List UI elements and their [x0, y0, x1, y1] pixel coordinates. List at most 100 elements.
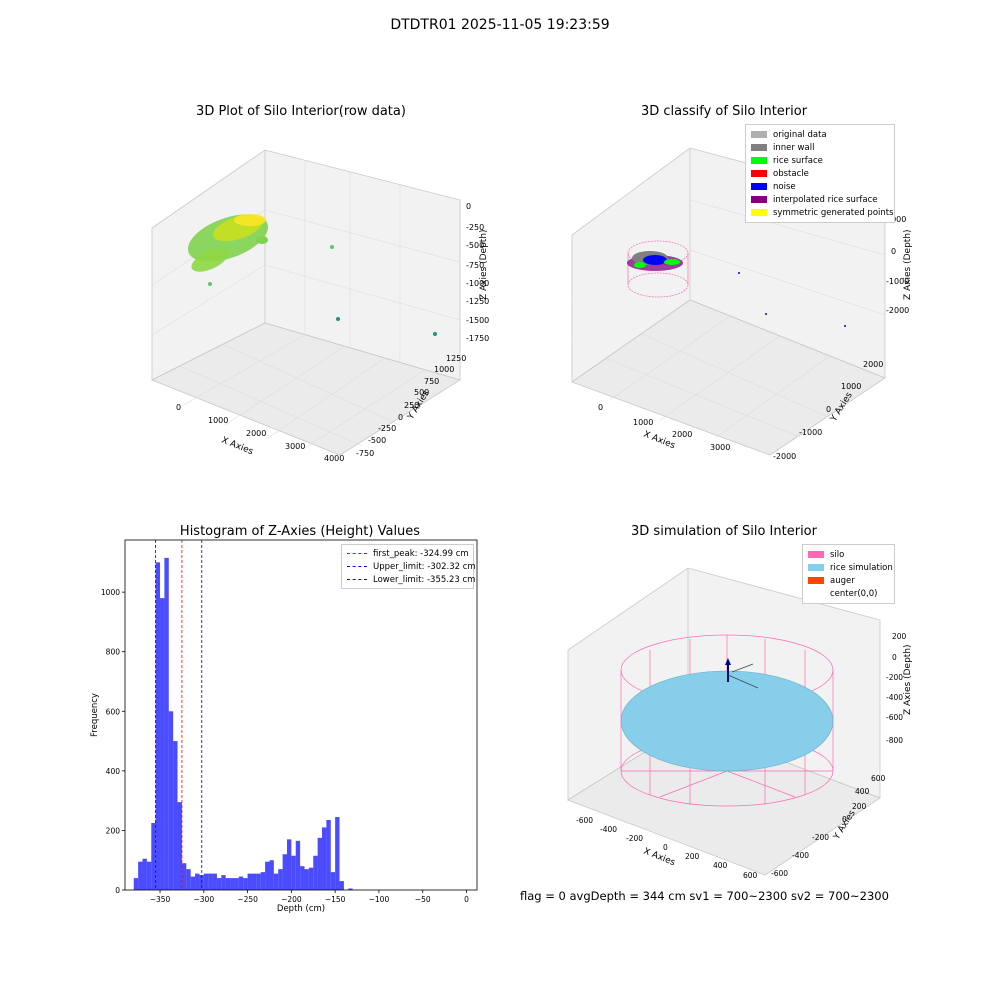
panel1-x-ticks: 0 1000 2000 3000 4000	[176, 403, 344, 463]
panel4-z-tick: -800	[886, 736, 903, 745]
panel1-z-ticks: 0 -250 -500 -750 -1000 -1250 -1500 -1750	[466, 202, 489, 343]
histogram-bar	[151, 822, 156, 890]
histogram-bar	[138, 861, 143, 890]
histogram-y-tick-label: 600	[106, 707, 121, 716]
histogram-bar	[278, 869, 283, 890]
legend-swatch	[751, 183, 767, 190]
histogram-bar	[308, 867, 314, 890]
panel2-legend: original data inner wall rice surface ob…	[745, 124, 895, 223]
legend-swatch	[751, 144, 767, 151]
histogram-bar	[322, 827, 327, 890]
legend-label: symmetric generated points	[773, 207, 894, 218]
panel1-x-tick: 4000	[324, 454, 344, 463]
legend-item: first_peak: -324.99 cm	[347, 547, 469, 560]
histogram-y-ticks: 0 200 400 600 800 1000	[101, 588, 125, 895]
histogram-y-tick-label: 1000	[101, 588, 120, 597]
histogram-bar	[173, 741, 178, 890]
panel1-y-tick: -250	[378, 424, 396, 433]
legend-item: symmetric generated points	[751, 206, 894, 219]
panel1-y-tick: 250	[404, 401, 419, 410]
panel2-y-ticks: -2000 -1000 0 1000 2000	[773, 360, 883, 461]
panel4-z-tick: -400	[886, 693, 903, 702]
rice-surface	[620, 670, 834, 772]
panel4-y-ticks: -600 -400 -200 0 200 400 600	[771, 774, 886, 878]
panel4-y-tick: 0	[842, 815, 847, 824]
panel2-x-tick: 0	[598, 403, 603, 412]
histogram-bar	[190, 876, 196, 890]
figure-title: DTDTR01 2025-11-05 19:23:59	[390, 17, 610, 33]
panel4-plot: -600 -400 -200 0 200 400 600 X Axies -60…	[567, 567, 913, 880]
legend-label: rice simulation	[830, 562, 893, 573]
legend-item: center(0,0)	[808, 587, 889, 600]
histogram-bar	[282, 854, 287, 890]
legend-swatch	[751, 170, 767, 177]
legend-item: auger	[808, 574, 889, 587]
legend-label: silo	[830, 549, 845, 560]
legend-swatch	[808, 590, 824, 597]
histogram-x-tick-label: −200	[281, 895, 302, 904]
histogram-bar	[195, 873, 200, 890]
histogram-bar	[300, 866, 305, 890]
panel2-x-tick: 1000	[633, 418, 653, 427]
histogram-vlines	[155, 540, 203, 890]
panel4-y-tick: 400	[855, 787, 870, 796]
legend-item: noise	[751, 180, 889, 193]
histogram-bar	[265, 861, 270, 890]
panel2-x-ticks: 0 1000 2000 3000	[598, 403, 730, 452]
histogram-bar	[238, 876, 244, 890]
legend-label: rice surface	[773, 155, 823, 166]
histogram-bar	[225, 878, 231, 890]
histogram-bar	[304, 869, 309, 890]
panel4-z-tick: 0	[892, 653, 897, 662]
histogram-y-label: Frequency	[90, 693, 100, 737]
legend-item: Lower_limit: -355.23 cm	[347, 573, 475, 586]
histogram-bar	[335, 817, 340, 890]
histogram-bar	[142, 858, 147, 890]
histogram-x-tick-label: −150	[325, 895, 346, 904]
histogram-bar	[295, 840, 301, 890]
panel1-y-tick: 1250	[446, 354, 466, 363]
legend-label: Lower_limit: -355.23 cm	[373, 574, 476, 585]
histogram-bar	[291, 855, 296, 890]
panel1-y-tick: 0	[398, 413, 403, 422]
panel2-x-tick: 2000	[672, 430, 692, 439]
histogram-x-tick-label: −250	[237, 895, 258, 904]
panel1-z-tick: -500	[466, 241, 484, 250]
panel2-y-tick: 1000	[841, 382, 861, 391]
histogram-x-tick-label: −300	[194, 895, 215, 904]
legend-line	[347, 553, 367, 554]
histogram-bar	[216, 878, 222, 890]
histogram-bars	[133, 557, 353, 890]
histogram-bar	[256, 873, 261, 890]
histogram-bar	[286, 839, 292, 890]
panel4-x-tick: -200	[626, 834, 643, 843]
histogram-bar	[186, 869, 191, 890]
legend-label: noise	[773, 181, 796, 192]
panel2-z-tick: -2000	[886, 306, 909, 315]
legend-line	[347, 566, 367, 567]
histogram-bar	[181, 863, 187, 890]
panel4-x-tick: 600	[743, 871, 758, 880]
panel2-x-tick: 3000	[710, 443, 730, 452]
histogram-bar	[243, 878, 248, 890]
histogram-bar	[230, 878, 235, 890]
panel1-z-tick: -1750	[466, 334, 489, 343]
panel4-y-tick: -600	[771, 869, 788, 878]
panel4-x-tick: -600	[576, 816, 593, 825]
panel4-z-ticks: 200 0 -200 -400 -600 -800	[886, 632, 907, 745]
legend-label: interpolated rice surface	[773, 194, 878, 205]
panel4-y-tick: 600	[871, 774, 886, 783]
panel1-axes-box	[151, 149, 461, 456]
panel4-x-tick: 0	[663, 843, 668, 852]
panel1-z-tick: -250	[466, 223, 484, 232]
histogram-x-tick-label: −350	[150, 895, 171, 904]
panel1-x-tick: 3000	[285, 442, 305, 451]
histogram-x-tick-label: 0	[464, 895, 469, 904]
panel4-title: 3D simulation of Silo Interior	[631, 524, 817, 539]
histogram-y-tick-label: 200	[106, 826, 121, 835]
histogram-bar	[326, 820, 331, 890]
panel3-legend: first_peak: -324.99 cm Upper_limit: -302…	[341, 544, 476, 589]
legend-label: original data	[773, 129, 827, 140]
histogram-bar	[208, 873, 213, 890]
histogram-bar	[133, 878, 139, 890]
